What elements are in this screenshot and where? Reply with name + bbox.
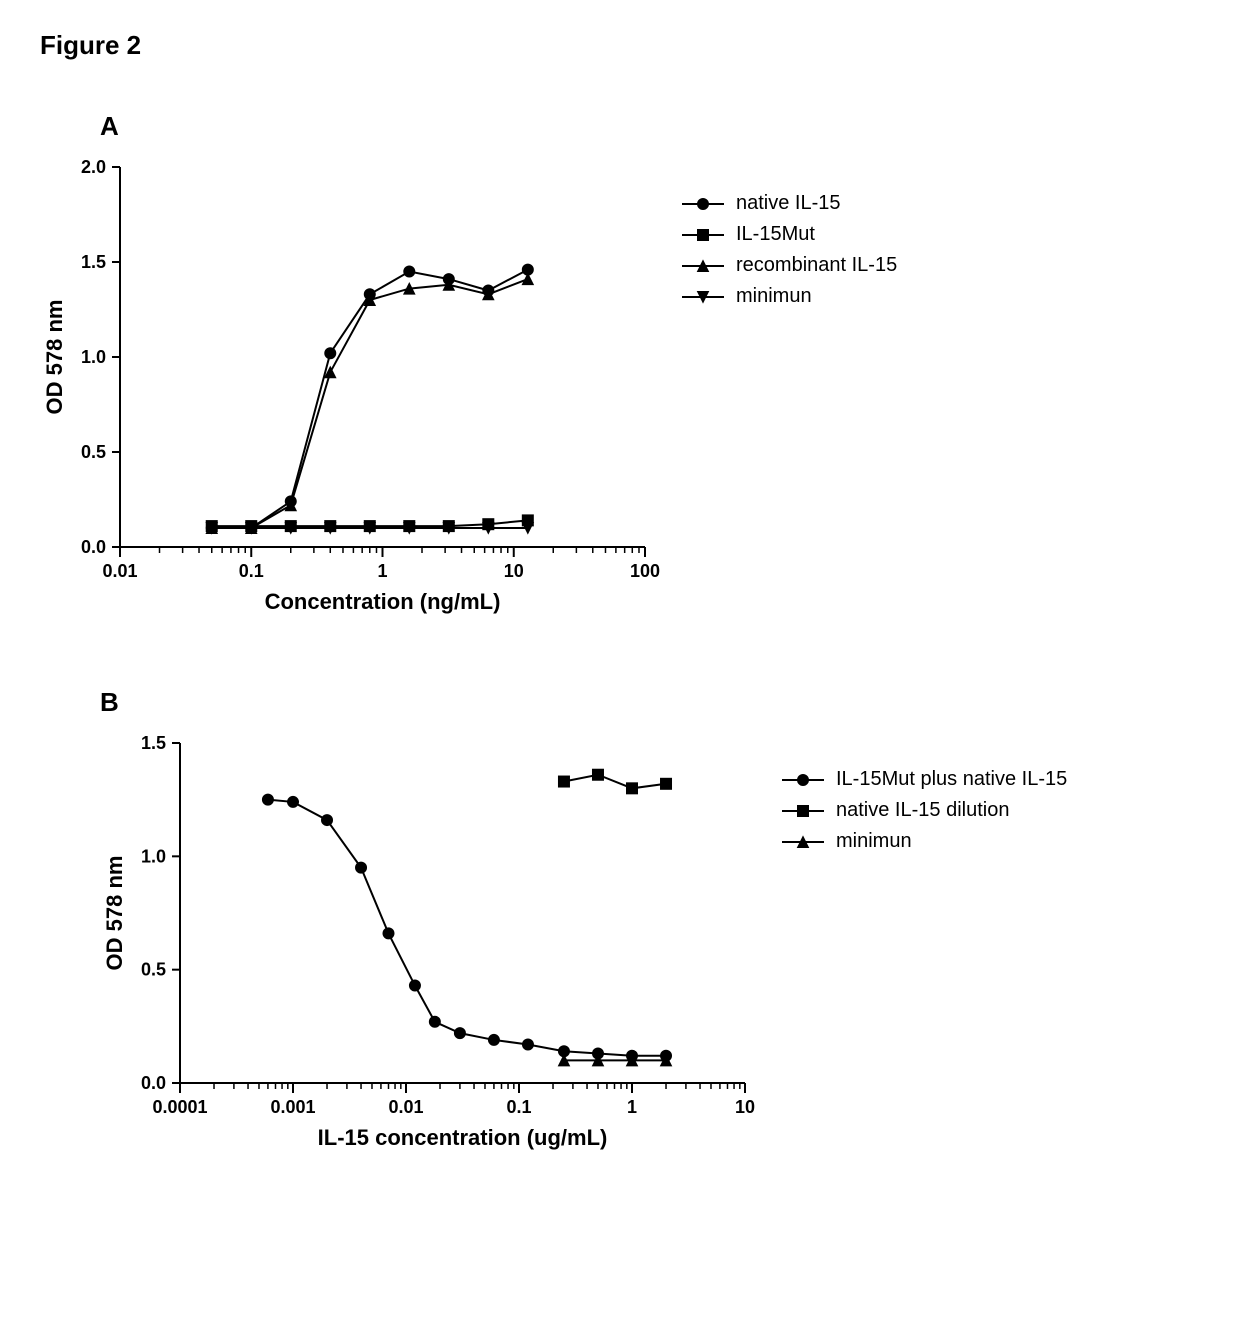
svg-text:0.1: 0.1 [506, 1097, 531, 1117]
legend-item: minimun [680, 285, 897, 308]
panel-a-label: A [100, 111, 1200, 142]
svg-text:1: 1 [377, 561, 387, 581]
panel-a: 0.0 0.5 1.0 1.5 2.0 0.01 0.1 1 10 100 Concentratio… [40, 152, 1200, 637]
legend-label: IL-15Mut [736, 223, 815, 246]
legend-item: IL-15Mut plus native IL-15 [780, 768, 1067, 791]
panel-a-legend: native IL-15 IL-15Mut recombinant IL-15 min… [680, 192, 897, 316]
svg-text:IL-15 concentration (ug/mL): IL-15 concentration (ug/mL) [318, 1125, 608, 1150]
legend-label: native IL-15 dilution [836, 799, 1009, 822]
svg-text:1: 1 [627, 1097, 637, 1117]
legend-swatch [780, 832, 826, 852]
svg-text:0.0001: 0.0001 [152, 1097, 207, 1117]
panel-a-chart: 0.0 0.5 1.0 1.5 2.0 0.01 0.1 1 10 100 Concentratio… [40, 152, 660, 637]
legend-label: recombinant IL-15 [736, 254, 897, 277]
svg-text:0.001: 0.001 [270, 1097, 315, 1117]
svg-text:10: 10 [735, 1097, 755, 1117]
figure-page: Figure 2 A 0.00.51.01.52.00.010.1110100C… [0, 0, 1240, 1331]
svg-text:1.0: 1.0 [141, 846, 166, 866]
svg-text:100: 100 [630, 561, 660, 581]
legend-item: minimun [780, 830, 1067, 853]
svg-text:0.5: 0.5 [141, 960, 166, 980]
legend-label: minimun [736, 285, 812, 308]
svg-text:0.01: 0.01 [102, 561, 137, 581]
panel-b-label: B [100, 687, 1200, 718]
svg-text:0.01: 0.01 [388, 1097, 423, 1117]
svg-text:1.5: 1.5 [141, 733, 166, 753]
legend-item: native IL-15 dilution [780, 799, 1067, 822]
legend-swatch [780, 801, 826, 821]
svg-text:1.5: 1.5 [81, 252, 106, 272]
legend-item: IL-15Mut [680, 223, 897, 246]
svg-text:0.0: 0.0 [81, 537, 106, 557]
legend-swatch [680, 256, 726, 276]
legend-swatch [780, 770, 826, 790]
legend-swatch [680, 225, 726, 245]
legend-item: native IL-15 [680, 192, 897, 215]
panel-b: 0.0 0.5 1.0 1.5 0.0001 0.001 0.01 0.1 1 10 IL-15 c… [100, 728, 1200, 1173]
svg-text:0.1: 0.1 [239, 561, 264, 581]
panel-b-legend: IL-15Mut plus native IL-15 native IL-15 d… [780, 768, 1067, 861]
svg-text:OD 578 nm: OD 578 nm [42, 300, 67, 415]
panel-b-chart: 0.0 0.5 1.0 1.5 0.0001 0.001 0.01 0.1 1 10 IL-15 c… [100, 728, 760, 1173]
legend-label: minimun [836, 830, 912, 853]
legend-swatch [680, 287, 726, 307]
svg-text:2.0: 2.0 [81, 157, 106, 177]
panel-a-svg: 0.0 0.5 1.0 1.5 2.0 0.01 0.1 1 10 100 Concentratio… [40, 152, 660, 632]
svg-text:OD 578 nm: OD 578 nm [102, 856, 127, 971]
svg-text:10: 10 [504, 561, 524, 581]
svg-text:1.0: 1.0 [81, 347, 106, 367]
svg-text:Concentration (ng/mL): Concentration (ng/mL) [265, 589, 501, 614]
legend-swatch [680, 194, 726, 214]
panel-b-svg: 0.0 0.5 1.0 1.5 0.0001 0.001 0.01 0.1 1 10 IL-15 c… [100, 728, 760, 1168]
svg-text:0.5: 0.5 [81, 442, 106, 462]
figure-title: Figure 2 [40, 30, 1200, 61]
legend-label: IL-15Mut plus native IL-15 [836, 768, 1067, 791]
svg-text:0.0: 0.0 [141, 1073, 166, 1093]
legend-item: recombinant IL-15 [680, 254, 897, 277]
legend-label: native IL-15 [736, 192, 841, 215]
